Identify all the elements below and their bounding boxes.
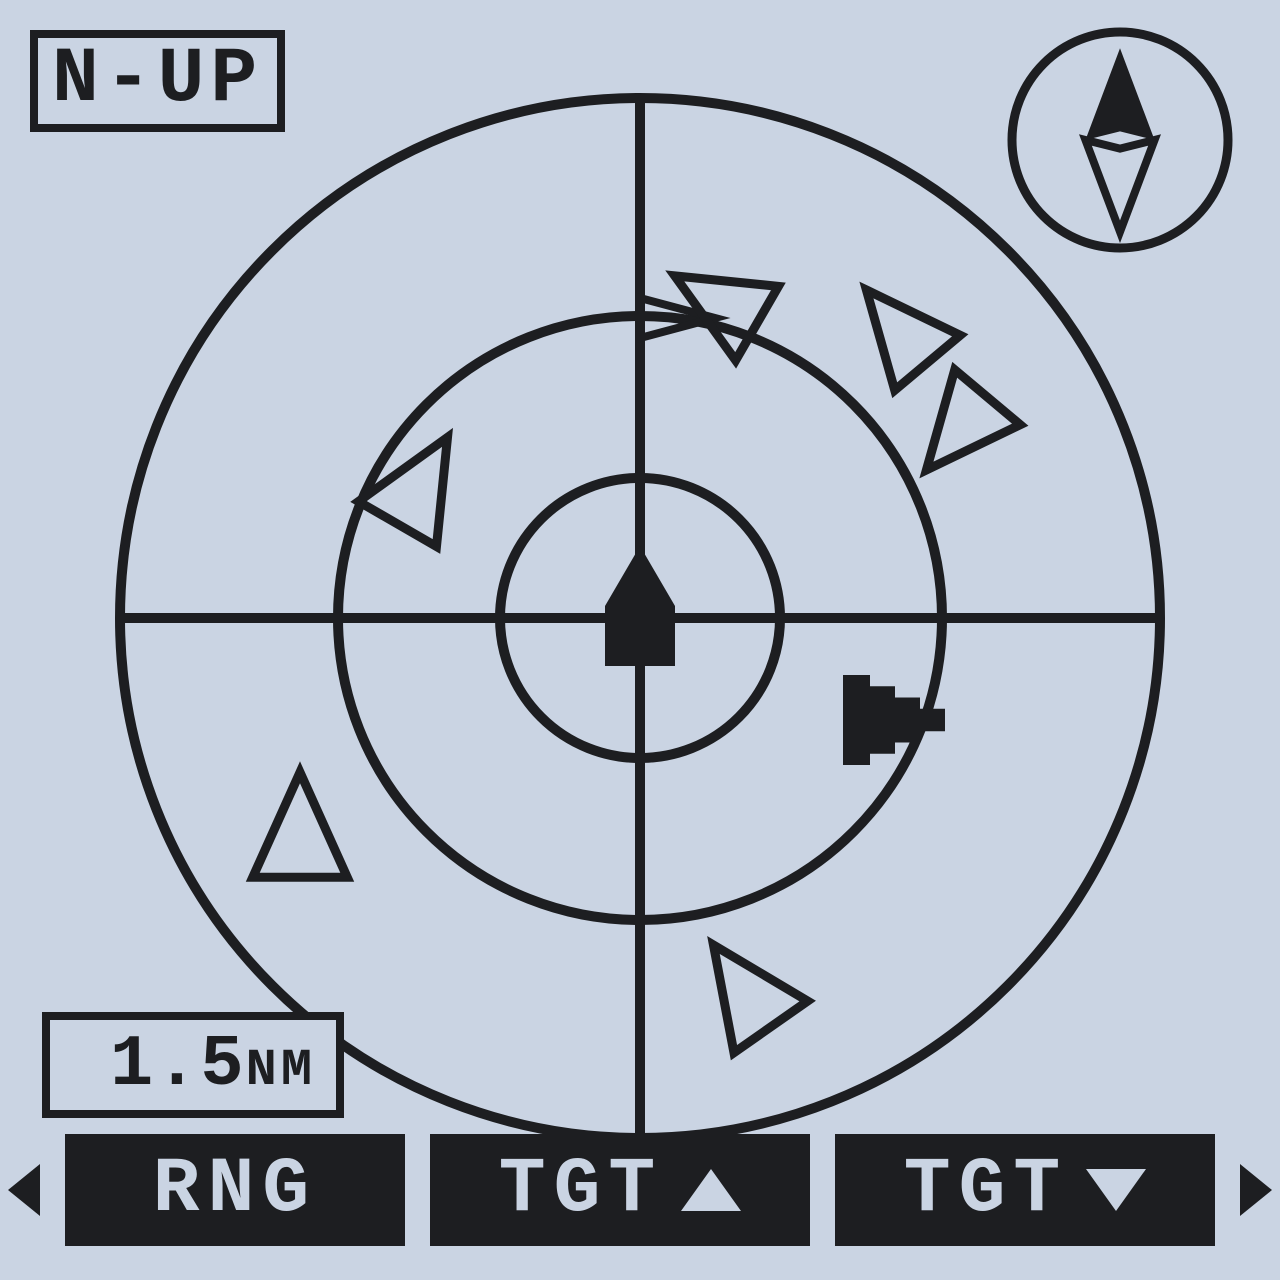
rng-button[interactable]: RNG <box>65 1134 405 1246</box>
range-indicator: 1.5NM <box>42 1012 344 1118</box>
next-page-icon[interactable] <box>1240 1164 1272 1216</box>
mode-label: N-UP <box>52 36 263 124</box>
target-marker <box>677 919 808 1053</box>
tgt-up-button-label: TGT <box>499 1146 663 1234</box>
softkey-bar: RNG TGT TGT <box>0 1134 1280 1246</box>
target-marker <box>359 415 487 547</box>
rng-button-label: RNG <box>153 1146 317 1234</box>
target-marker <box>834 262 961 390</box>
prev-page-icon[interactable] <box>8 1164 40 1216</box>
mode-indicator: N-UP <box>30 30 285 132</box>
tgt-up-button[interactable]: TGT <box>430 1134 810 1246</box>
range-unit: NM <box>246 1041 316 1100</box>
tgt-down-button[interactable]: TGT <box>835 1134 1215 1246</box>
target-marker <box>253 772 348 877</box>
tgt-down-button-label: TGT <box>904 1146 1068 1234</box>
range-value: 1.5 <box>110 1024 246 1106</box>
triangle-down-icon <box>1086 1169 1146 1211</box>
triangle-up-icon <box>681 1169 741 1211</box>
